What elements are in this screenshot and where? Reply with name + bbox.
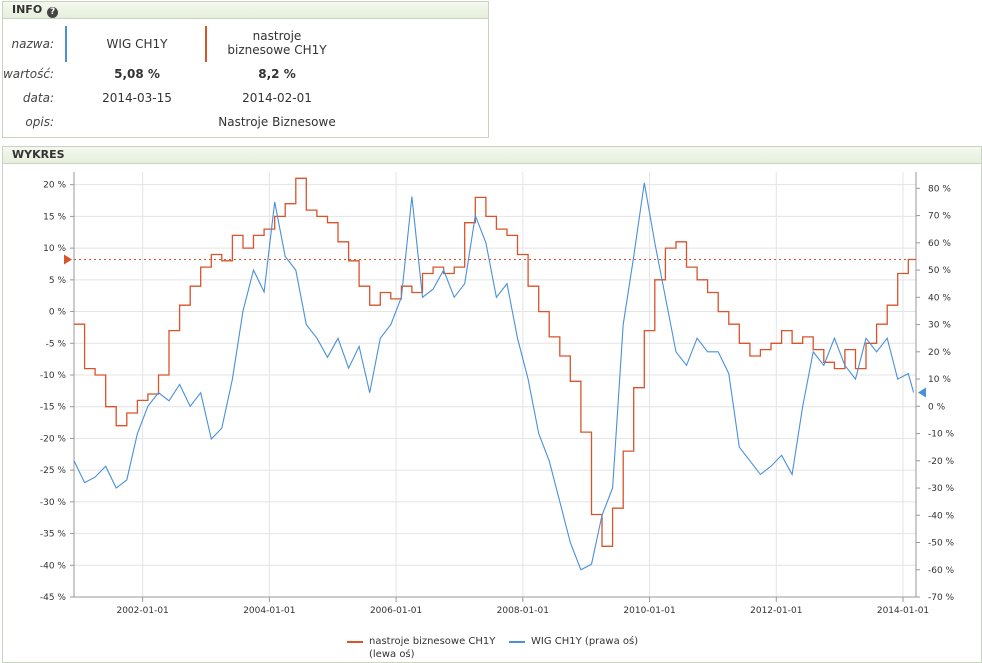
label-name: nazwa: — [11, 37, 54, 51]
info-header: INFO? — [3, 2, 488, 19]
right-tick-label: -70 % — [928, 593, 955, 603]
right-tick-label: -30 % — [928, 484, 955, 494]
right-tick-label: 80 % — [928, 184, 951, 194]
chart-header: WYKRES — [3, 147, 981, 164]
wig-date: 2014-03-15 — [102, 91, 172, 105]
left-value-marker — [64, 254, 72, 265]
series-line-wig — [73, 182, 915, 571]
label-date: data: — [22, 91, 54, 105]
nastroje-desc: Nastroje Biznesowe — [218, 115, 336, 129]
right-tick-label: 30 % — [928, 321, 951, 331]
right-tick-label: 60 % — [928, 239, 951, 249]
right-tick-label: -10 % — [928, 430, 955, 440]
info-panel: INFO? nazwa: WIG CH1Y nastroje biznesowe… — [2, 1, 489, 138]
legend-wig[interactable]: WIG CH1Y (prawa oś) — [509, 635, 638, 648]
x-tick-label: 2004-01-01 — [243, 606, 295, 616]
x-tick-label: 2008-01-01 — [497, 606, 549, 616]
label-desc: opis: — [25, 115, 54, 129]
info-row-name: nazwa: WIG CH1Y nastroje biznesowe CH1Y — [3, 26, 490, 64]
left-tick-label: 15 % — [43, 212, 66, 222]
left-tick-label: -25 % — [40, 466, 67, 476]
right-tick-label: 0 % — [928, 402, 946, 412]
legend-wig-label: WIG CH1Y (prawa oś) — [531, 636, 639, 647]
right-tick-label: -60 % — [928, 566, 955, 576]
left-tick-label: 20 % — [43, 181, 66, 191]
left-tick-label: -40 % — [40, 561, 67, 571]
nastroje-date: 2014-02-01 — [242, 91, 312, 105]
left-tick-label: -10 % — [40, 371, 67, 381]
left-tick-label: -15 % — [40, 403, 67, 413]
help-icon[interactable]: ? — [47, 7, 59, 18]
legend-swatch-nastroje — [347, 641, 363, 643]
right-tick-label: -40 % — [928, 511, 955, 521]
wig-color-bar — [65, 26, 67, 62]
x-tick-label: 2010-01-01 — [623, 606, 675, 616]
left-tick-label: -45 % — [40, 593, 67, 603]
right-tick-label: -50 % — [928, 539, 955, 549]
right-tick-label: 40 % — [928, 293, 951, 303]
nastroje-value: 8,2 % — [258, 67, 296, 81]
left-tick-label: -30 % — [40, 498, 67, 508]
x-tick-label: 2012-01-01 — [750, 606, 802, 616]
wig-value: 5,08 % — [114, 67, 160, 81]
x-tick-label: 2014-01-01 — [877, 606, 929, 616]
left-tick-label: 5 % — [49, 276, 67, 286]
left-tick-label: 0 % — [49, 308, 67, 318]
nastroje-color-bar — [205, 26, 207, 62]
legend-nastroje-label: nastroje biznesowe CH1Y (lewa oś) — [369, 636, 496, 660]
left-tick-label: -5 % — [46, 339, 67, 349]
chart-panel: WYKRES 20 % 15 % 10 % 5 % 0 % -5 % -10 % -15 % -… — [2, 146, 982, 663]
chart-title: WYKRES — [12, 148, 65, 161]
right-value-marker — [918, 387, 926, 398]
right-tick-label: 10 % — [928, 375, 951, 385]
right-tick-label: 70 % — [928, 212, 951, 222]
x-tick-label: 2002-01-01 — [116, 606, 168, 616]
wig-name: WIG CH1Y — [106, 37, 168, 51]
series-line-nastroje — [74, 177, 916, 547]
nastroje-name: nastroje biznesowe CH1Y — [227, 29, 327, 57]
chart-svg: 20 % 15 % 10 % 5 % 0 % -5 % -10 % -15 % -20 % -25… — [40, 172, 955, 616]
right-tick-label: 20 % — [928, 348, 951, 358]
left-tick-label: -35 % — [40, 530, 67, 540]
legend-swatch-wig — [509, 641, 525, 643]
info-title: INFO — [12, 3, 43, 16]
legend-nastroje[interactable]: nastroje biznesowe CH1Y (lewa oś) — [347, 635, 507, 661]
left-tick-label: 10 % — [43, 244, 66, 254]
left-tick-label: -20 % — [40, 434, 67, 444]
label-value: wartość: — [2, 67, 54, 81]
right-tick-label: 50 % — [928, 266, 951, 276]
right-tick-label: -20 % — [928, 457, 955, 467]
x-tick-label: 2006-01-01 — [370, 606, 422, 616]
